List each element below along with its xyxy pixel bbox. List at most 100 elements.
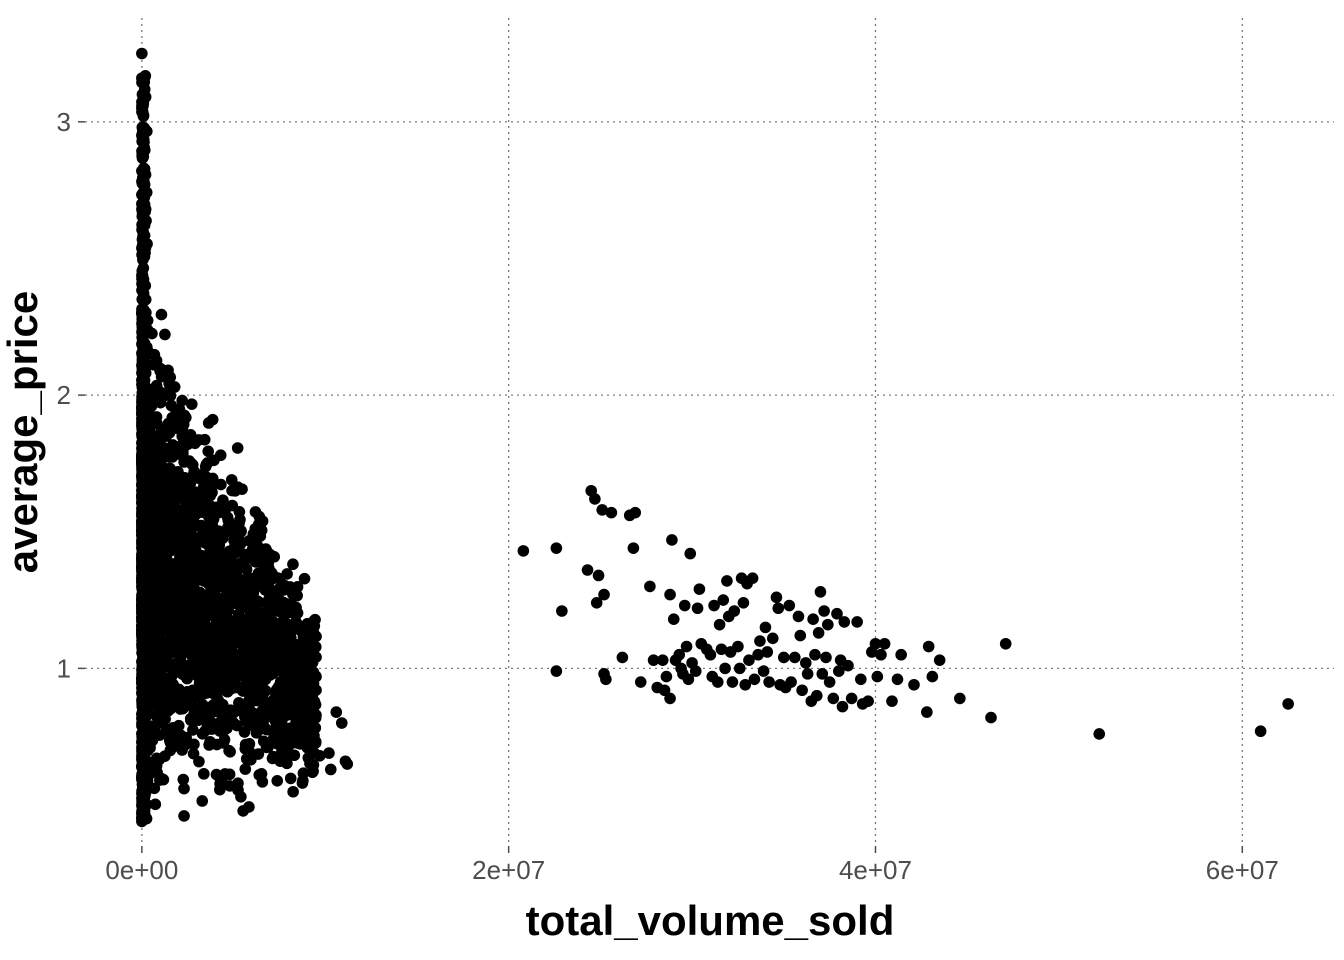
data-point <box>728 605 741 617</box>
data-point <box>796 684 808 697</box>
data-point <box>851 616 863 628</box>
data-point <box>136 172 149 184</box>
data-point <box>666 534 678 546</box>
data-point <box>266 567 278 579</box>
data-point <box>818 605 830 617</box>
data-point <box>341 758 354 770</box>
data-point <box>159 328 171 341</box>
data-point <box>199 623 212 636</box>
data-point <box>307 678 320 690</box>
data-point <box>172 466 184 478</box>
data-point <box>200 529 212 541</box>
data-point <box>310 630 322 643</box>
data-point <box>155 560 168 573</box>
data-point <box>203 661 215 674</box>
data-point <box>833 665 845 677</box>
data-point <box>245 753 257 766</box>
data-point <box>148 782 161 795</box>
data-point <box>137 100 149 112</box>
data-point <box>193 755 205 768</box>
data-point <box>680 640 693 653</box>
data-point <box>256 629 269 642</box>
data-point <box>279 744 292 757</box>
data-point <box>189 437 201 450</box>
data-point <box>307 765 319 778</box>
data-point <box>596 504 609 516</box>
data-point <box>221 562 234 574</box>
data-point <box>627 542 640 554</box>
data-point <box>1093 728 1106 740</box>
data-point <box>170 577 183 590</box>
data-point <box>225 474 238 486</box>
data-point <box>181 618 194 631</box>
data-point <box>165 399 178 412</box>
y-tick-label: 3 <box>57 107 71 137</box>
data-point <box>792 610 805 623</box>
data-point <box>274 605 287 618</box>
data-point <box>581 564 594 576</box>
data-point <box>836 700 849 713</box>
data-point <box>136 576 149 589</box>
data-point <box>179 634 192 647</box>
x-tick-label: 0e+00 <box>105 855 178 885</box>
data-point <box>820 651 832 664</box>
data-point <box>265 661 278 673</box>
data-point <box>634 676 647 688</box>
x-tick-label: 6e+07 <box>1206 855 1279 885</box>
data-point <box>136 410 149 422</box>
data-point <box>746 572 759 584</box>
data-point <box>260 554 272 566</box>
data-point <box>155 481 167 494</box>
data-point <box>801 668 814 680</box>
data-point <box>550 542 563 554</box>
data-point <box>287 558 299 571</box>
data-point <box>243 801 255 813</box>
data-point <box>766 632 779 645</box>
data-point <box>715 643 728 656</box>
data-point <box>282 639 295 652</box>
data-point <box>202 445 215 458</box>
data-point <box>664 588 676 601</box>
data-point <box>169 630 181 642</box>
data-point <box>162 417 175 430</box>
data-point <box>158 578 171 590</box>
data-point <box>212 694 224 706</box>
data-point <box>869 637 882 650</box>
data-point <box>831 607 843 620</box>
data-point <box>136 281 149 293</box>
data-point <box>693 583 706 595</box>
data-point <box>200 491 213 504</box>
data-point <box>255 768 268 780</box>
data-point <box>219 607 231 619</box>
data-point <box>138 802 150 815</box>
data-point <box>842 659 854 672</box>
data-point <box>155 370 168 383</box>
data-point <box>239 616 252 629</box>
data-point <box>590 596 603 609</box>
data-point <box>629 506 642 519</box>
data-point <box>196 795 209 807</box>
data-point <box>193 520 205 532</box>
data-point <box>895 648 907 661</box>
data-point <box>249 671 262 683</box>
data-point <box>155 308 168 321</box>
data-point <box>138 543 150 556</box>
data-point <box>137 344 150 356</box>
data-point <box>224 625 237 637</box>
data-point <box>231 442 244 454</box>
data-point <box>281 757 293 770</box>
data-point <box>198 768 210 780</box>
data-point <box>243 738 256 750</box>
y-axis-title: average_price <box>0 291 46 574</box>
data-point <box>810 689 823 702</box>
data-point <box>140 499 152 512</box>
data-point <box>1282 698 1294 710</box>
data-point <box>167 534 180 547</box>
data-point <box>177 412 190 425</box>
data-point <box>291 607 304 619</box>
x-tick-label: 2e+07 <box>472 855 545 885</box>
data-point <box>209 530 221 543</box>
data-point <box>260 543 272 555</box>
data-point <box>208 587 221 600</box>
